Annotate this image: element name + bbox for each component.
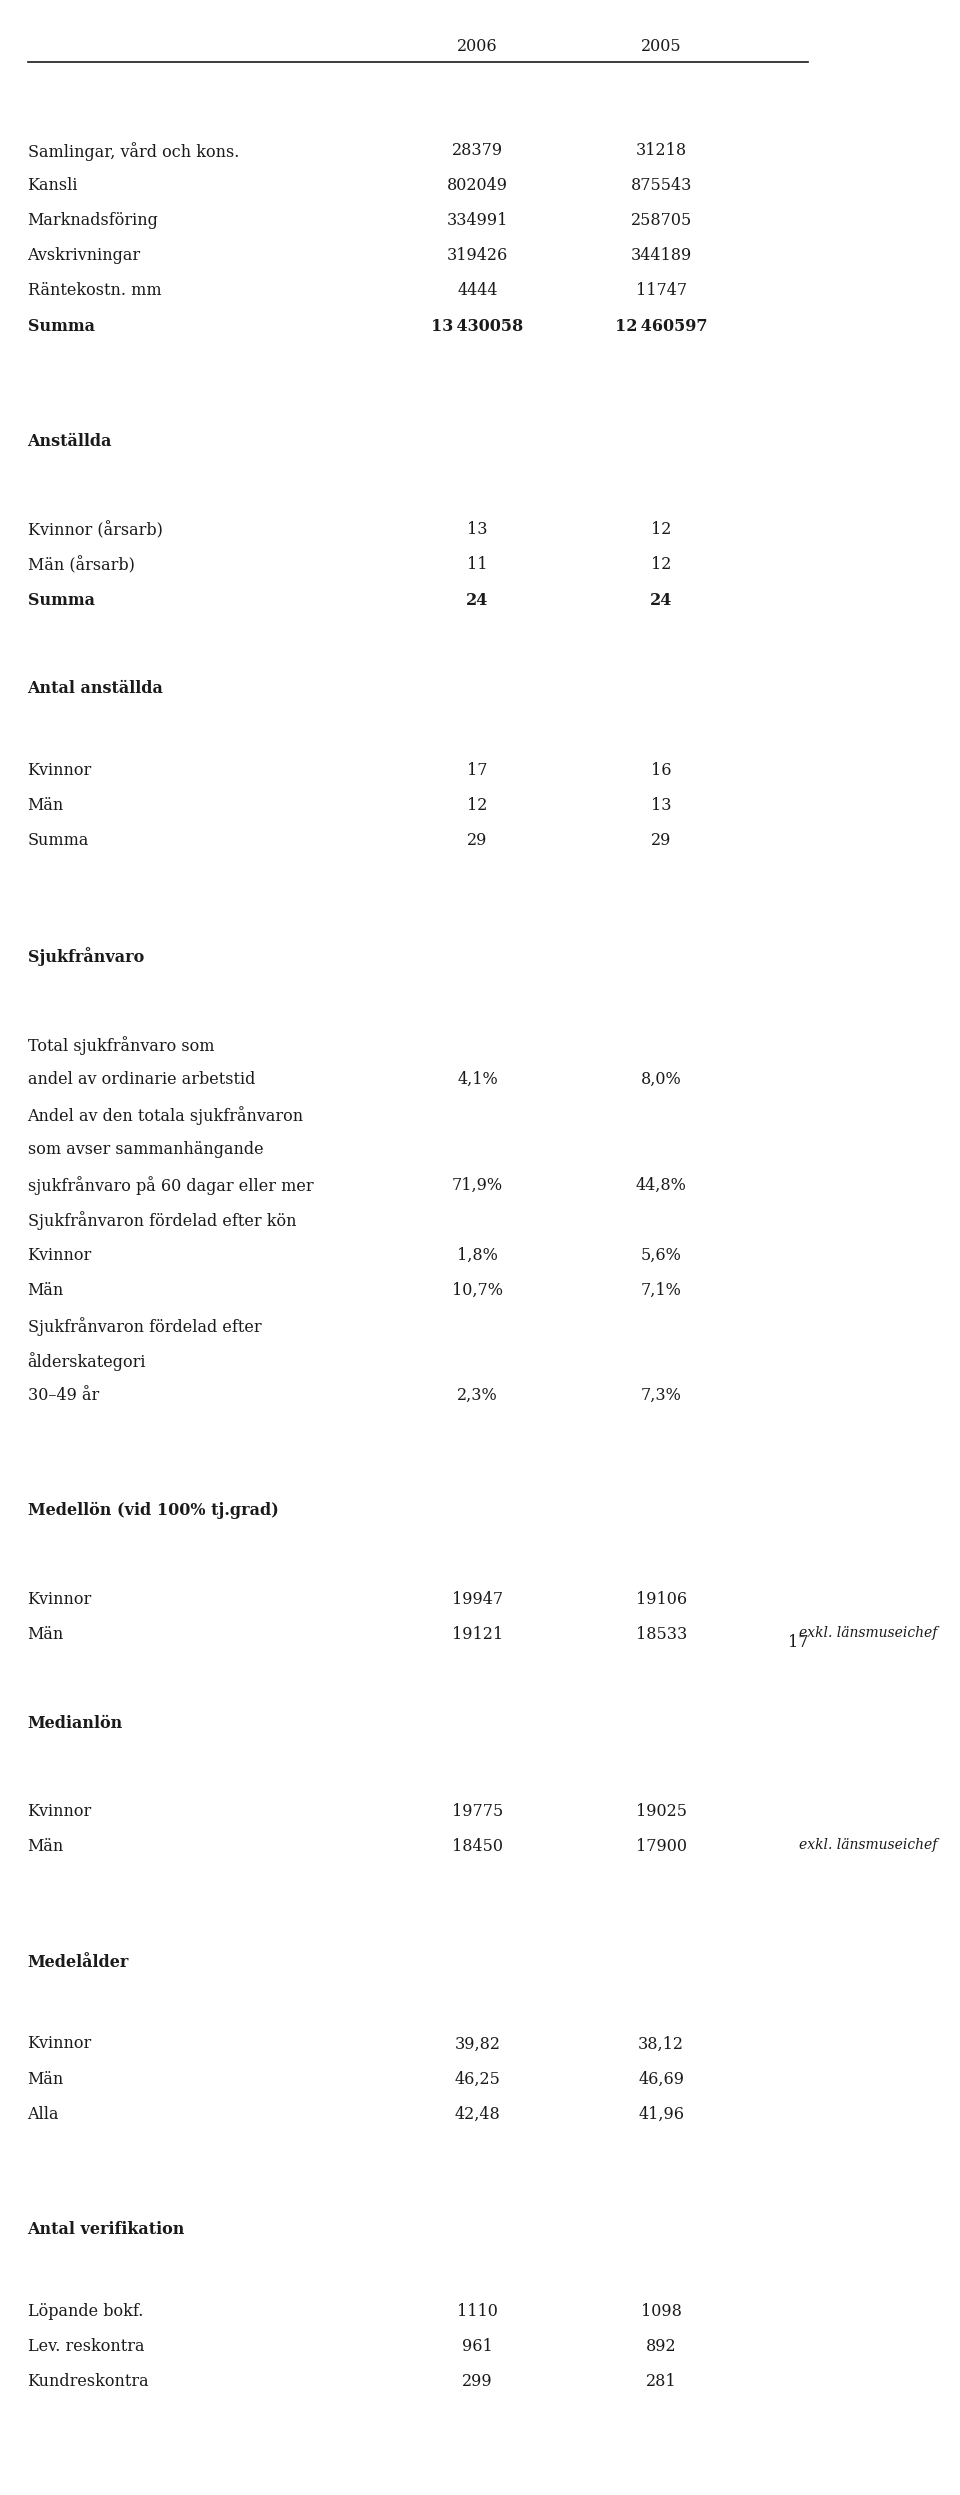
Text: Avskrivningar: Avskrivningar: [28, 247, 141, 264]
Text: 1,8%: 1,8%: [457, 1248, 498, 1262]
Text: 42,48: 42,48: [455, 2106, 500, 2123]
Text: Löpande bokf.: Löpande bokf.: [28, 2303, 143, 2320]
Text: 802049: 802049: [447, 177, 508, 195]
Text: 29: 29: [651, 833, 671, 848]
Text: 31218: 31218: [636, 142, 686, 160]
Text: 19121: 19121: [452, 1627, 503, 1644]
Text: 2006: 2006: [457, 37, 498, 55]
Text: Samlingar, vård och kons.: Samlingar, vård och kons.: [28, 142, 239, 162]
Text: 961: 961: [462, 2338, 492, 2355]
Text: Män: Män: [28, 2071, 63, 2088]
Text: 7,1%: 7,1%: [640, 1282, 682, 1300]
Text: Sjukfrånvaron fördelad efter kön: Sjukfrånvaron fördelad efter kön: [28, 1213, 296, 1230]
Text: 24: 24: [467, 591, 489, 609]
Text: Marknadsföring: Marknadsföring: [28, 212, 158, 230]
Text: 13 430058: 13 430058: [431, 317, 523, 334]
Text: 19775: 19775: [452, 1804, 503, 1821]
Text: 12: 12: [651, 556, 671, 574]
Text: 19947: 19947: [452, 1592, 503, 1607]
Text: Räntekostn. mm: Räntekostn. mm: [28, 282, 161, 299]
Text: 46,25: 46,25: [455, 2071, 500, 2088]
Text: 319426: 319426: [447, 247, 508, 264]
Text: Summa: Summa: [28, 833, 89, 848]
Text: 30–49 år: 30–49 år: [28, 1387, 99, 1405]
Text: Antal anställda: Antal anställda: [28, 681, 163, 696]
Text: 344189: 344189: [631, 247, 692, 264]
Text: 17: 17: [468, 761, 488, 778]
Text: Kansli: Kansli: [28, 177, 78, 195]
Text: 1098: 1098: [640, 2303, 682, 2320]
Text: 299: 299: [462, 2373, 492, 2390]
Text: Summa: Summa: [28, 591, 94, 609]
Text: sjukfrånvaro på 60 dagar eller mer: sjukfrånvaro på 60 dagar eller mer: [28, 1178, 313, 1195]
Text: 875543: 875543: [631, 177, 692, 195]
Text: Medellön (vid 100% tj.grad): Medellön (vid 100% tj.grad): [28, 1502, 278, 1519]
Text: 2005: 2005: [641, 37, 682, 55]
Text: 12: 12: [651, 521, 671, 539]
Text: Kundreskontra: Kundreskontra: [28, 2373, 149, 2390]
Text: 28379: 28379: [452, 142, 503, 160]
Text: Total sjukfrånvaro som: Total sjukfrånvaro som: [28, 1035, 214, 1055]
Text: Alla: Alla: [28, 2106, 60, 2123]
Text: ålderskategori: ålderskategori: [28, 1352, 146, 1370]
Text: 4444: 4444: [457, 282, 498, 299]
Text: 44,8%: 44,8%: [636, 1178, 686, 1193]
Text: Sjukfrånvaro: Sjukfrånvaro: [28, 948, 144, 966]
Text: 10,7%: 10,7%: [452, 1282, 503, 1300]
Text: Män: Män: [28, 796, 63, 813]
Text: 11: 11: [468, 556, 488, 574]
Text: 18533: 18533: [636, 1627, 686, 1644]
Text: Kvinnor (årsarb): Kvinnor (årsarb): [28, 521, 162, 539]
Text: Kvinnor: Kvinnor: [28, 1804, 92, 1821]
Text: 13: 13: [468, 521, 488, 539]
Text: 7,3%: 7,3%: [640, 1387, 682, 1405]
Text: Antal verifikation: Antal verifikation: [28, 2221, 185, 2238]
Text: 12 460597: 12 460597: [615, 317, 708, 334]
Text: Kvinnor: Kvinnor: [28, 761, 92, 778]
Text: 17: 17: [787, 1634, 808, 1652]
Text: 18450: 18450: [452, 1839, 503, 1856]
Text: 4,1%: 4,1%: [457, 1070, 498, 1088]
Text: Kvinnor: Kvinnor: [28, 2036, 92, 2053]
Text: 17900: 17900: [636, 1839, 686, 1856]
Text: 13: 13: [651, 796, 671, 813]
Text: 11747: 11747: [636, 282, 686, 299]
Text: Kvinnor: Kvinnor: [28, 1592, 92, 1607]
Text: andel av ordinarie arbetstid: andel av ordinarie arbetstid: [28, 1070, 255, 1088]
Text: 41,96: 41,96: [638, 2106, 684, 2123]
Text: Lev. reskontra: Lev. reskontra: [28, 2338, 144, 2355]
Text: Män: Män: [28, 1839, 63, 1856]
Text: 19025: 19025: [636, 1804, 686, 1821]
Text: 2,3%: 2,3%: [457, 1387, 498, 1405]
Text: Anställda: Anställda: [28, 432, 112, 449]
Text: 16: 16: [651, 761, 671, 778]
Text: Män: Män: [28, 1627, 63, 1644]
Text: Män (årsarb): Män (årsarb): [28, 556, 134, 574]
Text: Summa: Summa: [28, 317, 94, 334]
Text: 892: 892: [646, 2338, 677, 2355]
Text: som avser sammanhängande: som avser sammanhängande: [28, 1140, 263, 1158]
Text: 71,9%: 71,9%: [452, 1178, 503, 1193]
Text: 12: 12: [468, 796, 488, 813]
Text: Andel av den totala sjukfrånvaron: Andel av den totala sjukfrånvaron: [28, 1105, 303, 1125]
Text: 46,69: 46,69: [638, 2071, 684, 2088]
Text: exkl. länsmuseichef: exkl. länsmuseichef: [799, 1627, 937, 1639]
Text: Sjukfrånvaron fördelad efter: Sjukfrånvaron fördelad efter: [28, 1317, 261, 1335]
Text: 1110: 1110: [457, 2303, 498, 2320]
Text: 19106: 19106: [636, 1592, 686, 1607]
Text: 334991: 334991: [446, 212, 508, 230]
Text: 5,6%: 5,6%: [640, 1248, 682, 1262]
Text: 29: 29: [468, 833, 488, 848]
Text: Män: Män: [28, 1282, 63, 1300]
Text: 24: 24: [650, 591, 672, 609]
Text: 281: 281: [646, 2373, 677, 2390]
Text: Kvinnor: Kvinnor: [28, 1248, 92, 1262]
Text: 38,12: 38,12: [638, 2036, 684, 2053]
Text: 8,0%: 8,0%: [641, 1070, 682, 1088]
Text: Medelålder: Medelålder: [28, 1954, 129, 1971]
Text: Medianlön: Medianlön: [28, 1714, 123, 1732]
Text: 39,82: 39,82: [454, 2036, 500, 2053]
Text: exkl. länsmuseichef: exkl. länsmuseichef: [799, 1839, 937, 1851]
Text: 258705: 258705: [631, 212, 692, 230]
